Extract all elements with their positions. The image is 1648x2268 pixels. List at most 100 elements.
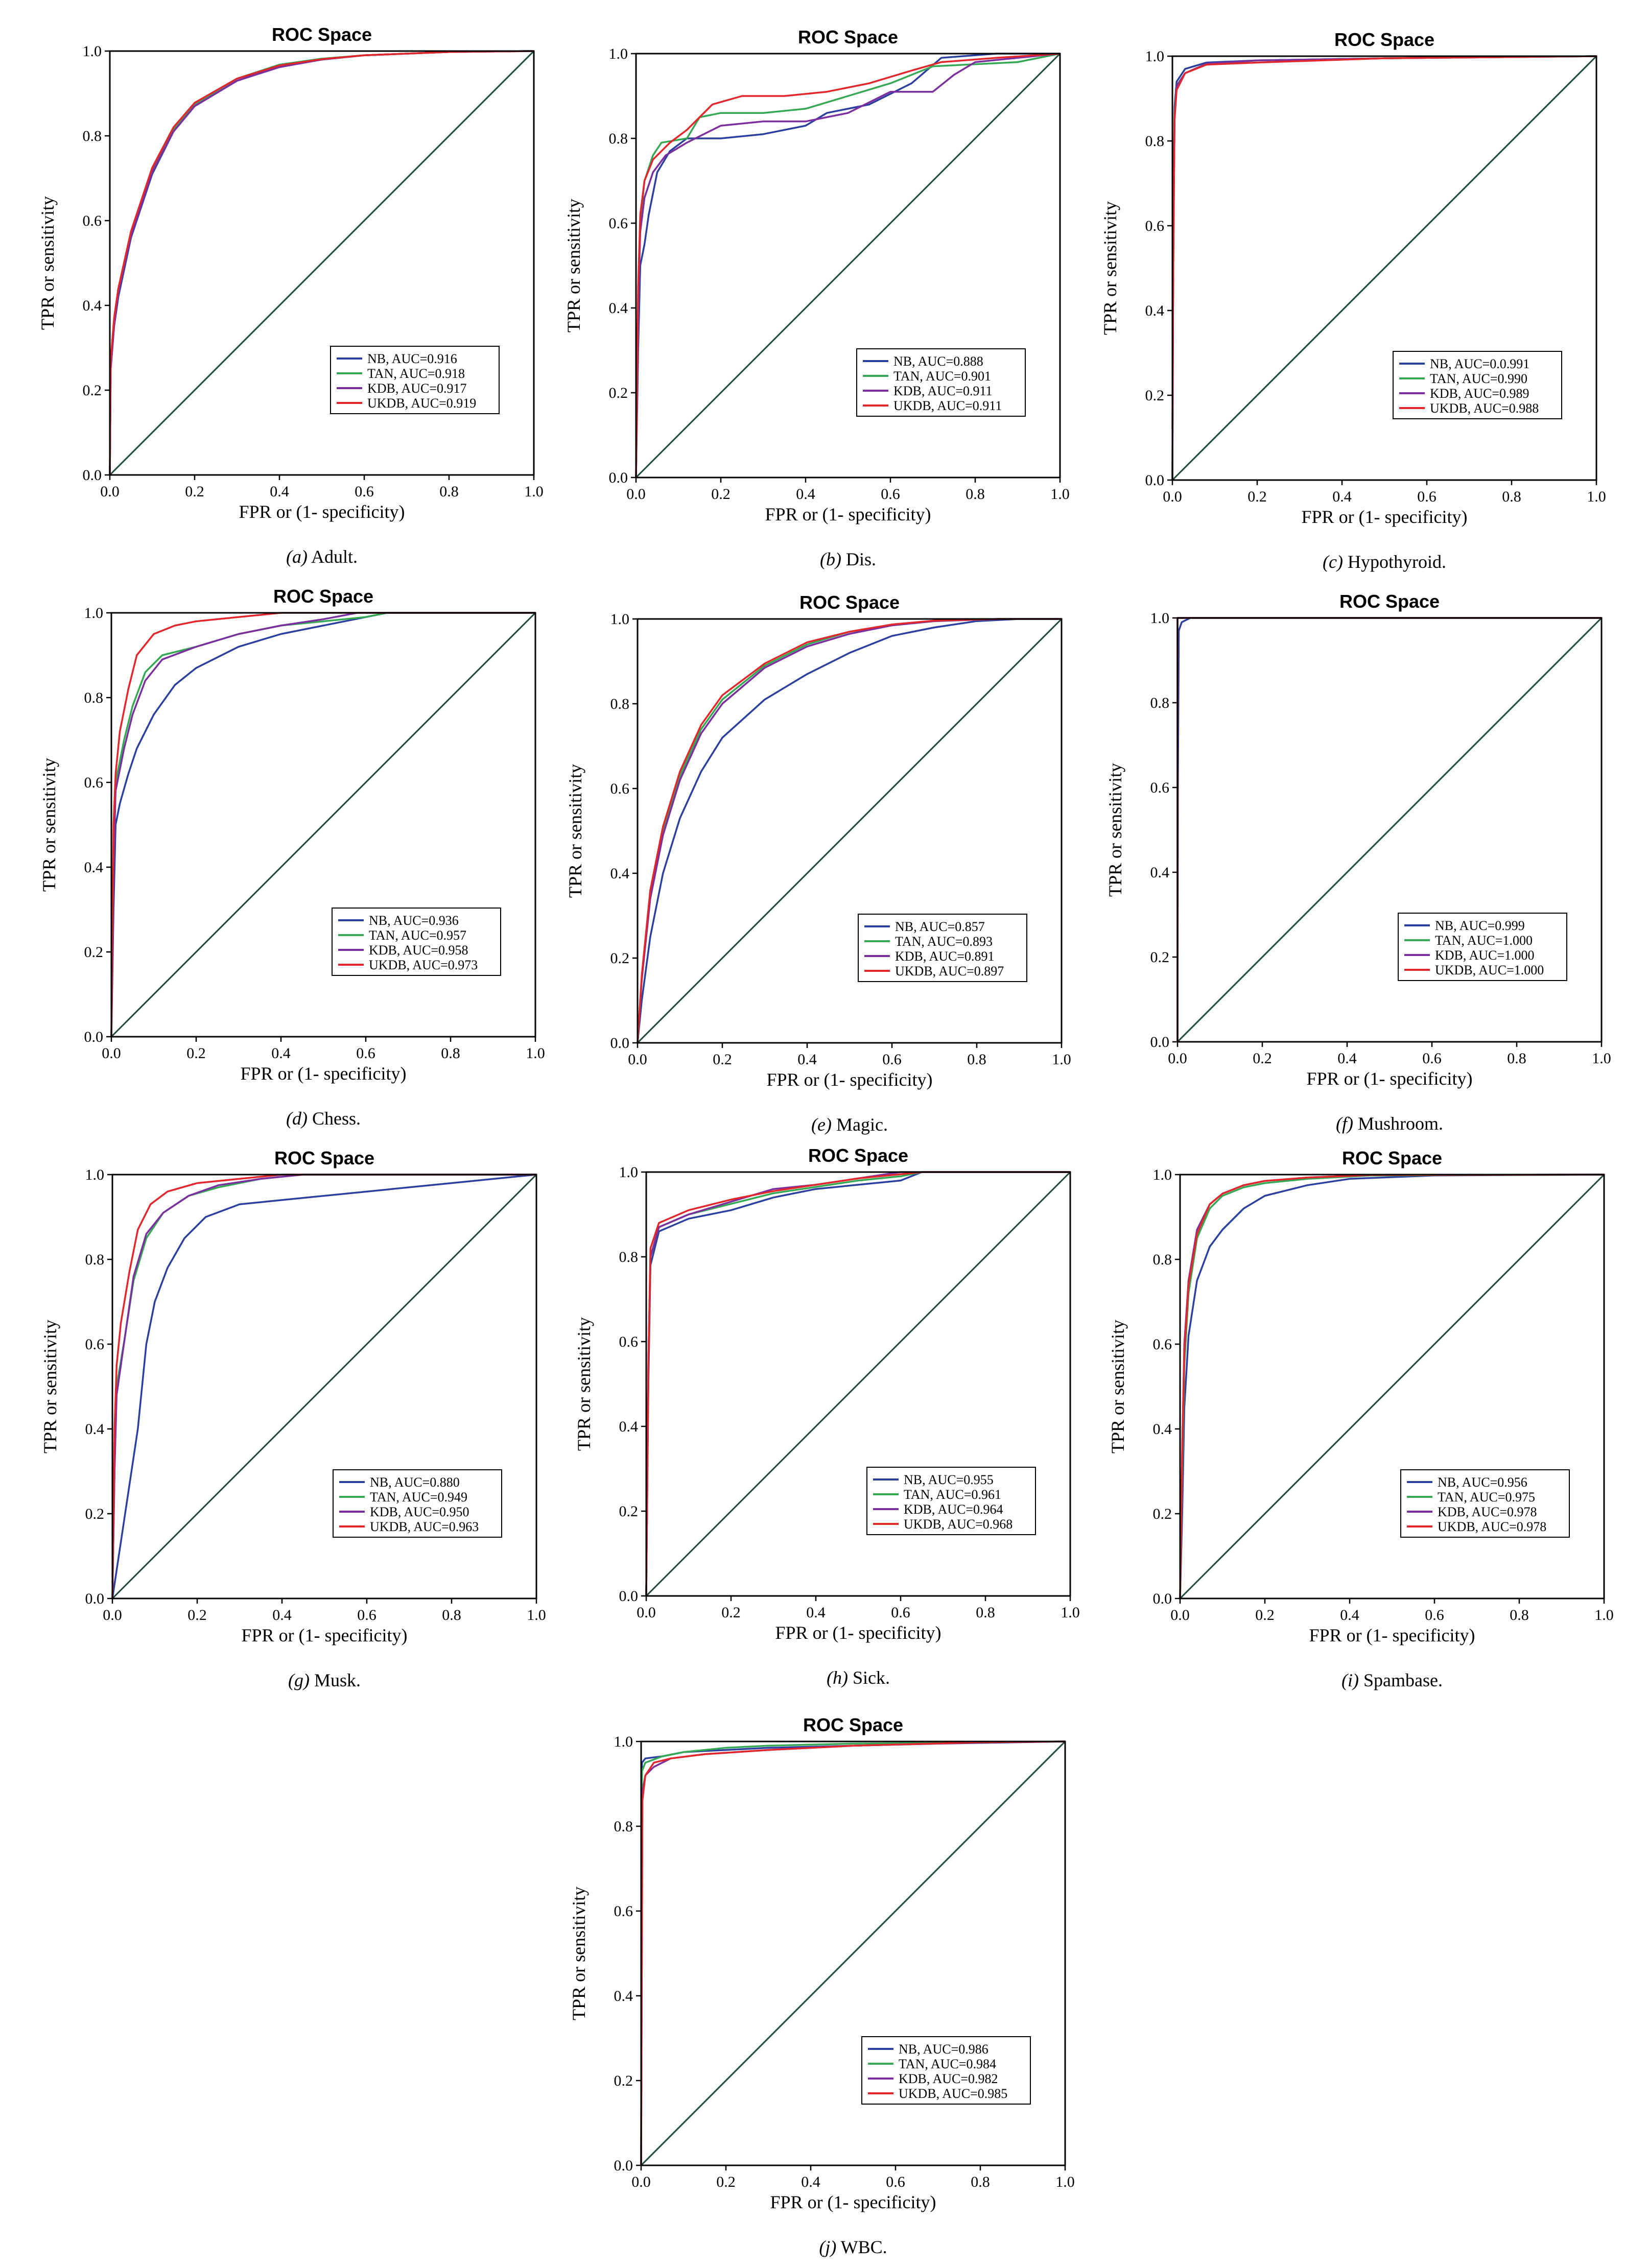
x-tick-label: 0.0 bbox=[1170, 1607, 1190, 1624]
x-tick-label: 0.4 bbox=[1332, 488, 1352, 505]
y-tick-label: 0.4 bbox=[614, 1988, 633, 2004]
legend-label-ukdb: UKDB, AUC=0.968 bbox=[904, 1517, 1013, 1532]
chart-c: ROC Space 0.0 0.2 0.4 0.6 0.8 1.0 0.0 0.2 0.4 0.6 0… bbox=[1100, 29, 1606, 572]
y-axis-label: TPR or sensitivity bbox=[1108, 1320, 1128, 1453]
legend-label-kdb: KDB, AUC=0.958 bbox=[369, 943, 468, 958]
x-tick-label: 1.0 bbox=[526, 1045, 545, 1062]
y-tick-label: 0.8 bbox=[83, 128, 102, 145]
chart-a: ROC Space 0.0 0.2 0.4 0.6 0.8 1.0 0.0 0.2 0.4 0.6 0… bbox=[37, 24, 544, 567]
chart-title: ROC Space bbox=[272, 24, 372, 45]
y-tick-label: 0.0 bbox=[1153, 1590, 1172, 1607]
caption-letter: (g) bbox=[288, 1670, 310, 1690]
axes-frame bbox=[1171, 55, 1597, 481]
diagonal-line bbox=[640, 1740, 1066, 2166]
caption-dataset: Mushroom. bbox=[1353, 1113, 1443, 1134]
y-tick-label: 0.4 bbox=[84, 859, 104, 876]
x-axis-label: FPR or (1- specificity) bbox=[770, 2192, 936, 2212]
series-line-nb bbox=[111, 1174, 537, 1599]
x-tick-label: 0.4 bbox=[797, 1051, 817, 1068]
y-tick-label: 0.4 bbox=[609, 300, 628, 317]
caption-letter: (e) bbox=[811, 1114, 832, 1135]
caption-dataset: Chess. bbox=[308, 1108, 361, 1129]
y-tick-label: 0.4 bbox=[1145, 302, 1165, 319]
x-tick-label: 0.6 bbox=[881, 486, 900, 503]
legend-label-nb: NB, AUC=0.857 bbox=[895, 919, 985, 934]
y-tick-label: 0.0 bbox=[84, 1029, 104, 1045]
x-tick-label: 0.2 bbox=[185, 483, 204, 500]
x-tick-label: 0.4 bbox=[801, 2174, 820, 2190]
y-tick-label: 1.0 bbox=[83, 43, 102, 60]
caption-dataset: Magic. bbox=[832, 1114, 888, 1135]
x-tick-label: 0.8 bbox=[971, 2174, 990, 2190]
y-tick-label: 0.8 bbox=[610, 696, 630, 712]
legend-label-kdb: KDB, AUC=0.982 bbox=[899, 2071, 998, 2086]
y-tick-label: 0.8 bbox=[609, 130, 628, 147]
x-tick-label: 0.2 bbox=[1255, 1607, 1275, 1624]
series-line-tan bbox=[110, 612, 535, 1037]
x-tick-label: 0.4 bbox=[271, 1045, 291, 1062]
legend-label-nb: NB, AUC=0.955 bbox=[904, 1472, 994, 1487]
y-tick-label: 1.0 bbox=[85, 1166, 105, 1183]
chart-e: ROC Space 0.0 0.2 0.4 0.6 0.8 1.0 0.0 0.2 0.4 0.6 0… bbox=[565, 592, 1071, 1135]
y-tick-label: 0.0 bbox=[614, 2157, 633, 2174]
legend-label-nb: NB, AUC=0.936 bbox=[369, 913, 459, 928]
diagonal-line bbox=[111, 1174, 537, 1599]
y-axis-label: TPR or sensitivity bbox=[1100, 201, 1120, 335]
x-tick-label: 0.6 bbox=[356, 1045, 375, 1062]
x-axis-label: FPR or (1- specificity) bbox=[242, 1625, 408, 1645]
x-tick-label: 0.8 bbox=[1502, 488, 1521, 505]
chart-title: ROC Space bbox=[1339, 591, 1440, 612]
y-tick-label: 0.8 bbox=[1153, 1251, 1172, 1268]
chart-title: ROC Space bbox=[803, 1714, 903, 1735]
chart-caption: (e) Magic. bbox=[811, 1114, 888, 1135]
series-line-ukdb bbox=[637, 618, 1062, 1043]
y-tick-label: 1.0 bbox=[610, 611, 630, 628]
x-tick-label: 0.8 bbox=[967, 1051, 986, 1068]
y-tick-label: 0.6 bbox=[619, 1333, 639, 1350]
series-line-kdb bbox=[635, 53, 1061, 478]
series-line-ukdb bbox=[111, 1174, 536, 1599]
series-line-ukdb bbox=[635, 53, 1061, 478]
legend-label-tan: TAN, AUC=0.949 bbox=[370, 1490, 467, 1505]
x-axis-label: FPR or (1- specificity) bbox=[1302, 507, 1468, 527]
caption-dataset: Musk. bbox=[310, 1670, 361, 1690]
y-tick-label: 0.4 bbox=[1153, 1421, 1172, 1438]
y-tick-label: 0.6 bbox=[1150, 779, 1170, 796]
y-tick-label: 0.4 bbox=[85, 1421, 105, 1438]
chart-caption: (j) WBC. bbox=[819, 2237, 887, 2257]
series-line-tan bbox=[640, 1740, 1066, 2166]
caption-dataset: Sick. bbox=[848, 1667, 890, 1688]
y-tick-label: 0.0 bbox=[83, 467, 102, 484]
chart-d: ROC Space 0.0 0.2 0.4 0.6 0.8 1.0 0.0 0.2 0.4 0.6 0… bbox=[39, 586, 545, 1129]
legend-label-kdb: KDB, AUC=0.964 bbox=[904, 1502, 1003, 1517]
caption-letter: (b) bbox=[820, 549, 841, 569]
y-axis-label: TPR or sensitivity bbox=[40, 1320, 60, 1453]
caption-letter: (a) bbox=[286, 546, 308, 567]
y-tick-label: 0.0 bbox=[85, 1590, 105, 1607]
x-tick-label: 0.8 bbox=[1510, 1607, 1529, 1624]
x-axis-label: FPR or (1- specificity) bbox=[241, 1063, 407, 1084]
x-tick-label: 0.8 bbox=[439, 483, 459, 500]
y-tick-label: 0.8 bbox=[619, 1249, 639, 1266]
axes-frame bbox=[111, 1174, 537, 1599]
x-tick-label: 0.0 bbox=[102, 1045, 121, 1062]
x-tick-label: 0.0 bbox=[1168, 1050, 1187, 1067]
legend-label-ukdb: UKDB, AUC=0.985 bbox=[899, 2086, 1007, 2101]
y-tick-label: 0.6 bbox=[609, 215, 628, 232]
y-tick-label: 0.0 bbox=[1145, 472, 1165, 489]
chart-title: ROC Space bbox=[799, 592, 900, 613]
y-tick-label: 0.0 bbox=[619, 1588, 639, 1605]
y-tick-label: 1.0 bbox=[84, 605, 104, 622]
legend-label-nb: NB, AUC=0.986 bbox=[899, 2042, 988, 2057]
chart-caption: (c) Hypothyroid. bbox=[1323, 552, 1446, 572]
y-tick-label: 0.8 bbox=[85, 1251, 105, 1268]
y-tick-label: 0.2 bbox=[619, 1503, 639, 1520]
legend-label-kdb: KDB, AUC=1.000 bbox=[1435, 948, 1535, 963]
y-axis-label: TPR or sensitivity bbox=[37, 196, 58, 330]
x-tick-label: 0.6 bbox=[1417, 488, 1437, 505]
y-tick-label: 0.4 bbox=[1150, 864, 1170, 881]
series-line-ukdb bbox=[645, 1171, 1070, 1596]
x-tick-label: 0.2 bbox=[187, 1607, 207, 1624]
axes-frame bbox=[1176, 617, 1603, 1043]
x-tick-label: 0.0 bbox=[637, 1604, 656, 1621]
